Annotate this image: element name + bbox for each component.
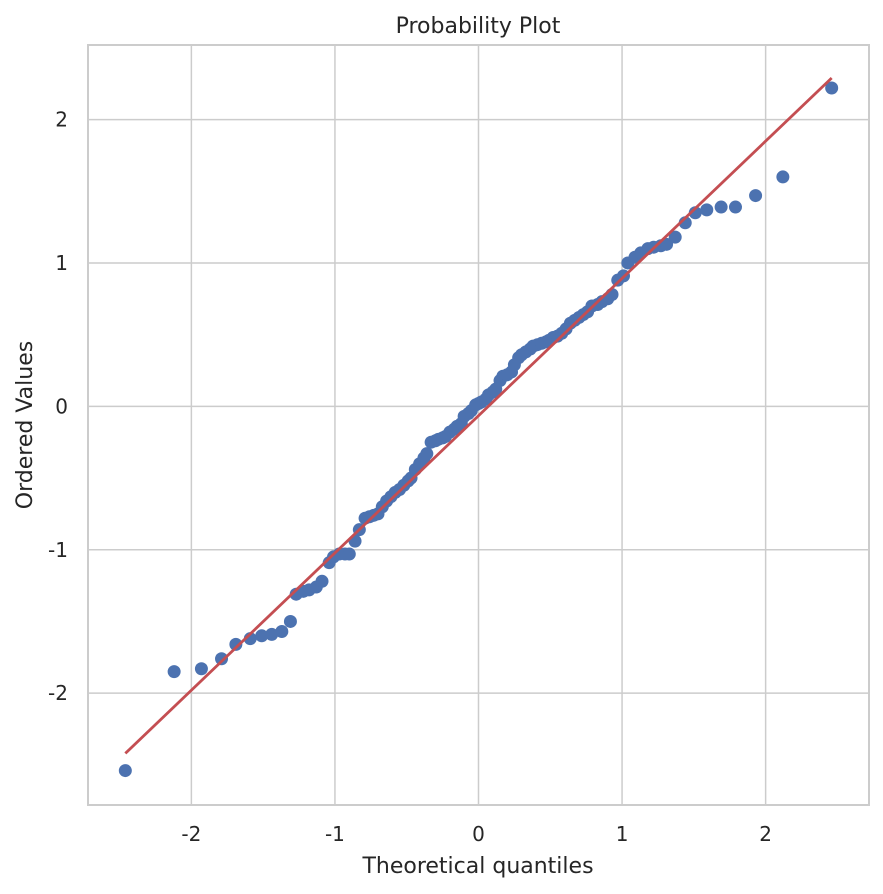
chart-title: Probability Plot [396,14,561,39]
data-point [825,81,839,95]
x-grid-lines [190,45,767,805]
y-tick-labels: -2 -1 0 1 2 [48,108,68,706]
y-tick-label: 1 [55,251,68,275]
data-point [728,200,742,214]
data-point [420,447,434,461]
data-point [283,614,297,628]
x-axis-label: Theoretical quantiles [361,854,593,879]
x-tick-label: 1 [616,822,629,846]
data-point [605,288,619,302]
x-tick-label: -2 [181,822,201,846]
data-point [342,547,356,561]
fit-line [124,76,833,755]
data-point [275,624,289,638]
y-tick-label: -1 [48,538,68,562]
y-tick-label: 2 [55,108,68,132]
x-tick-label: 0 [472,822,485,846]
y-tick-label: -2 [48,681,68,705]
data-point [118,764,132,778]
data-point [215,652,229,666]
data-point [776,170,790,184]
x-tick-labels: -2 -1 0 1 2 [181,822,772,846]
data-point [255,629,269,643]
x-tick-label: -1 [325,822,345,846]
data-point [700,203,714,217]
y-tick-label: 0 [55,394,68,418]
x-tick-label: 2 [759,822,772,846]
data-point [688,206,702,220]
y-axis-label: Ordered Values [13,341,38,509]
data-point [749,189,763,203]
data-point [265,627,279,641]
data-point [668,230,682,244]
data-point [660,237,674,251]
data-point [194,662,208,676]
data-point [229,637,243,651]
data-point [315,574,329,588]
data-point [167,665,181,679]
data-point [714,200,728,214]
